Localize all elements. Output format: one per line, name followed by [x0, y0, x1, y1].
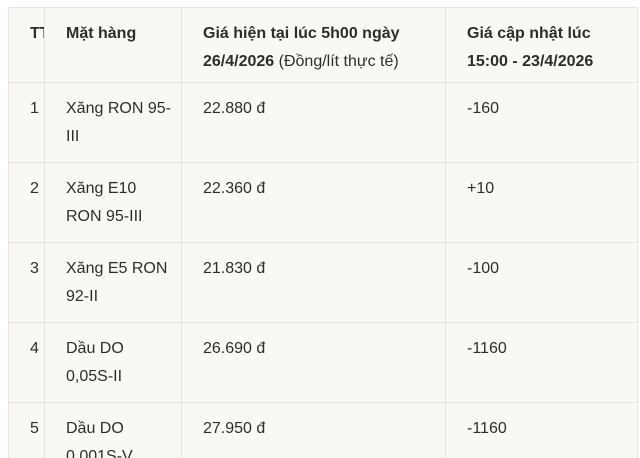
column-header-current-price: Giá hiện tại lúc 5h00 ngày 26/4/2026 (Đồ… — [181, 7, 446, 83]
current-price-header-date: 26/4/2026 — [203, 53, 275, 70]
updated-price-header-line2: 15:00 - 23/4/2026 — [467, 53, 594, 70]
column-header-item-label: Mặt hàng — [66, 25, 137, 42]
table-header: TT Mặt hàng Giá hiện tại lúc 5h00 ngày 2… — [8, 7, 638, 83]
table-row: 4 Dầu DO 0,05S-II 26.690 đ -1160 — [8, 322, 638, 403]
current-price-header-line1: Giá hiện tại lúc 5h00 ngày — [203, 25, 400, 42]
price-change: -100 — [445, 242, 638, 323]
table-row: 1 Xăng RON 95-III 22.880 đ -160 — [8, 82, 638, 163]
row-number: 1 — [8, 82, 45, 163]
table-row: 2 Xăng E10 RON 95-III 22.360 đ +10 — [8, 162, 638, 243]
current-price: 27.950 đ — [181, 402, 446, 458]
column-header-tt-label: TT — [30, 25, 44, 42]
item-name: Xăng E10 RON 95-III — [44, 162, 182, 243]
price-change: +10 — [445, 162, 638, 243]
column-header-item: Mặt hàng — [44, 7, 182, 83]
price-change: -160 — [445, 82, 638, 163]
table-row: 3 Xăng E5 RON 92-II 21.830 đ -100 — [8, 242, 638, 323]
row-number: 5 — [8, 402, 45, 458]
current-price: 26.690 đ — [181, 322, 446, 403]
price-change: -1160 — [445, 402, 638, 458]
current-price: 22.880 đ — [181, 82, 446, 163]
item-name: Dầu DO 0,001S-V — [44, 402, 182, 458]
item-name: Xăng E5 RON 92-II — [44, 242, 182, 323]
table-body: 1 Xăng RON 95-III 22.880 đ -160 2 Xăng E… — [8, 82, 638, 458]
fuel-price-table: TT Mặt hàng Giá hiện tại lúc 5h00 ngày 2… — [8, 7, 638, 458]
current-price: 21.830 đ — [181, 242, 446, 323]
header-row: TT Mặt hàng Giá hiện tại lúc 5h00 ngày 2… — [8, 7, 638, 83]
row-number: 3 — [8, 242, 45, 323]
row-number: 2 — [8, 162, 45, 243]
item-name: Xăng RON 95-III — [44, 82, 182, 163]
updated-price-header-line1: Giá cập nhật lúc — [467, 25, 591, 42]
price-change: -1160 — [445, 322, 638, 403]
row-number: 4 — [8, 322, 45, 403]
table-row: 5 Dầu DO 0,001S-V 27.950 đ -1160 — [8, 402, 638, 458]
current-price-header-unit: (Đồng/lít thực tế) — [274, 53, 399, 70]
item-name: Dầu DO 0,05S-II — [44, 322, 182, 403]
column-header-tt: TT — [8, 7, 45, 83]
column-header-updated-price: Giá cập nhật lúc 15:00 - 23/4/2026 — [445, 7, 638, 83]
current-price: 22.360 đ — [181, 162, 446, 243]
